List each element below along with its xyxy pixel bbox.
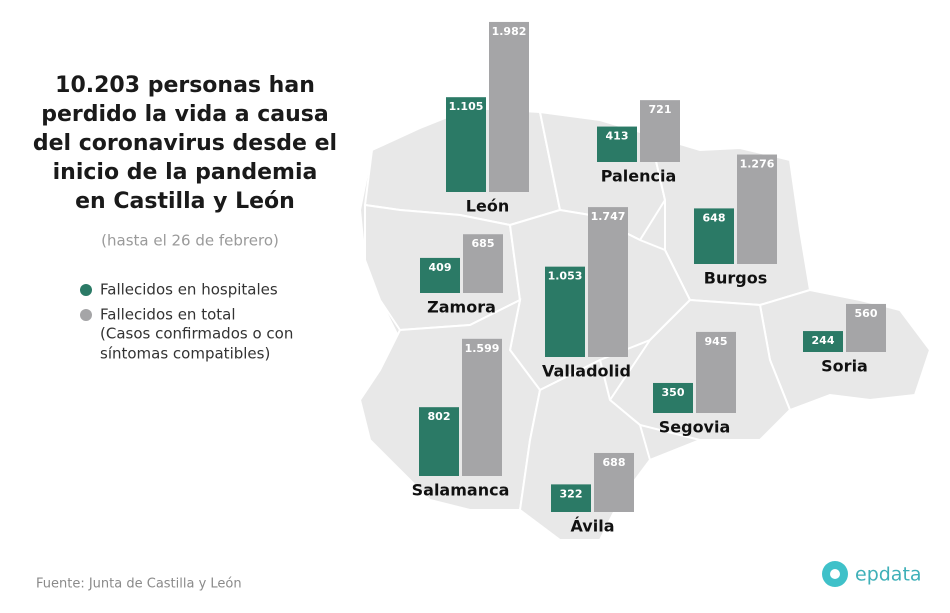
bar xyxy=(420,257,460,293)
province-shape xyxy=(358,298,542,511)
title-line: del coronavirus desde el xyxy=(33,131,337,156)
bar xyxy=(446,97,486,192)
bar xyxy=(737,154,777,264)
category-label: Palencia xyxy=(601,167,677,186)
title-line: 10.203 personas han xyxy=(55,73,315,98)
value-label: 685 xyxy=(472,237,495,250)
bar xyxy=(803,331,843,352)
title: 10.203 personas han perdido la vida a cau… xyxy=(33,73,337,214)
value-label: 322 xyxy=(560,487,583,500)
logo-icon-dot xyxy=(830,569,840,579)
bar xyxy=(696,331,736,413)
brand-logo: epdata xyxy=(822,561,922,587)
source: Fuente: Junta de Castilla y León xyxy=(36,577,242,592)
bar xyxy=(419,407,459,476)
value-label: 1.053 xyxy=(548,270,583,283)
legend-swatch xyxy=(80,309,92,321)
legend-label: Fallecidos en hospitales xyxy=(100,281,278,299)
bar xyxy=(489,21,529,193)
value-label: 1.105 xyxy=(449,100,484,113)
title-line: inicio de la pandemia xyxy=(53,160,318,185)
value-label: 409 xyxy=(429,261,452,274)
category-label: Soria xyxy=(821,357,868,376)
bar xyxy=(597,126,637,162)
bar xyxy=(653,382,693,413)
bar xyxy=(545,266,585,357)
value-label: 350 xyxy=(662,386,685,399)
category-label: Zamora xyxy=(427,298,496,317)
value-label: 1.276 xyxy=(740,158,775,171)
bar xyxy=(462,338,502,476)
value-label: 688 xyxy=(603,456,626,469)
value-label: 1.747 xyxy=(591,210,626,223)
bar xyxy=(694,208,734,264)
value-label: 802 xyxy=(428,410,451,423)
category-label: Valladolid xyxy=(542,362,631,381)
value-label: 945 xyxy=(705,335,728,348)
legend: Fallecidos en hospitales Fallecidos en to… xyxy=(80,281,293,363)
bar xyxy=(588,207,628,357)
brand: epdata xyxy=(855,564,922,586)
value-label: 1.599 xyxy=(465,342,500,355)
bar xyxy=(551,484,591,512)
value-label: 413 xyxy=(606,130,629,143)
bar xyxy=(846,303,886,352)
value-label: 560 xyxy=(855,307,878,320)
value-label: 648 xyxy=(703,211,726,224)
category-label: Salamanca xyxy=(412,481,510,500)
bar xyxy=(463,234,503,293)
legend-note: síntomas compatibles) xyxy=(100,345,270,363)
category-label: Segovia xyxy=(659,418,731,437)
legend-label: Fallecidos en total xyxy=(100,306,236,324)
category-label: Ávila xyxy=(570,517,614,536)
value-label: 1.982 xyxy=(492,25,527,38)
title-line: en Castilla y León xyxy=(75,189,295,214)
value-label: 244 xyxy=(812,334,835,347)
category-label: León xyxy=(466,197,509,216)
province-shape xyxy=(758,288,932,412)
subtitle: (hasta el 26 de febrero) xyxy=(101,232,279,250)
bar xyxy=(594,452,634,512)
category-label: Burgos xyxy=(704,269,767,288)
bars: 1.105 1.982 León 413 721 Palencia 648 1.276 Burg… xyxy=(412,21,886,536)
title-line: perdido la vida a causa xyxy=(41,102,329,127)
value-label: 721 xyxy=(649,103,672,116)
bar xyxy=(640,100,680,162)
legend-note: (Casos confirmados o con xyxy=(100,325,293,343)
legend-swatch xyxy=(80,284,92,296)
